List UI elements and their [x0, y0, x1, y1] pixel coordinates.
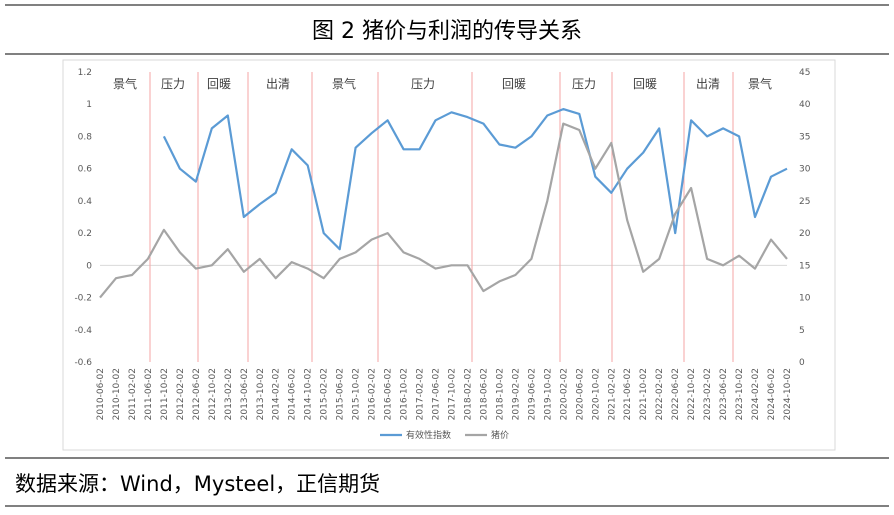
y2-tick-label: 35 [799, 132, 810, 142]
x-tick-label: 2014-06-02 [288, 368, 298, 420]
x-tick-label: 2019-02-02 [511, 368, 521, 420]
y2-tick-label: 5 [799, 326, 805, 336]
x-tick-label: 2023-10-02 [735, 368, 745, 420]
x-tick-label: 2024-10-02 [783, 368, 793, 420]
x-tick-label: 2011-06-02 [144, 368, 154, 420]
series-line [99, 122, 788, 299]
x-tick-label: 2012-02-02 [176, 368, 186, 420]
chart-border [62, 59, 836, 451]
region-label: 回暖 [502, 77, 526, 91]
x-tick-label: 2016-10-02 [400, 368, 410, 420]
x-tick-label: 2013-02-02 [224, 368, 234, 420]
y2-tick-label: 40 [799, 100, 811, 110]
legend-label: 有效性指数 [406, 429, 451, 441]
y-tick-label: -0.6 [74, 358, 92, 368]
y-tick-label: 0 [86, 261, 92, 271]
x-tick-label: 2016-06-02 [384, 368, 394, 420]
x-tick-label: 2015-10-02 [352, 368, 362, 420]
x-tick-label: 2014-10-02 [304, 368, 314, 420]
x-tick-label: 2022-06-02 [671, 368, 681, 420]
y2-tick-label: 25 [799, 197, 810, 207]
y2-tick-label: 45 [799, 68, 810, 78]
x-tick-label: 2019-10-02 [543, 368, 553, 420]
x-tick-label: 2019-06-02 [527, 368, 537, 420]
x-tick-label: 2012-06-02 [192, 368, 202, 420]
x-tick-label: 2018-02-02 [463, 368, 473, 420]
x-tick-label: 2020-10-02 [591, 368, 601, 420]
region-label: 压力 [411, 77, 435, 91]
region-label: 回暖 [207, 77, 231, 91]
x-tick-label: 2015-06-02 [336, 368, 346, 420]
y-tick-label: 0.8 [78, 132, 93, 142]
region-label: 景气 [113, 76, 137, 91]
y2-tick-label: 30 [799, 165, 811, 175]
y-tick-label: 0.6 [78, 165, 93, 175]
region-label: 压力 [161, 77, 185, 91]
region-label: 景气 [332, 76, 356, 91]
x-tick-label: 2017-10-02 [447, 368, 457, 420]
y2-tick-label: 15 [799, 261, 810, 271]
x-tick-label: 2021-02-02 [607, 368, 617, 420]
x-tick-label: 2017-06-02 [432, 368, 442, 420]
x-tick-label: 2013-10-02 [256, 368, 266, 420]
x-tick-label: 2021-10-02 [639, 368, 649, 420]
y-tick-label: -0.2 [74, 294, 92, 304]
x-tick-label: 2023-02-02 [703, 368, 713, 420]
title: 图 2 猪价与利润的传导关系 [312, 19, 582, 44]
x-tick-label: 2020-06-02 [575, 368, 585, 420]
x-tick-label: 2014-02-02 [272, 368, 282, 420]
x-tick-label: 2022-10-02 [687, 368, 697, 420]
x-tick-label: 2022-02-02 [655, 368, 665, 420]
x-tick-label: 2021-06-02 [623, 368, 633, 420]
x-tick-label: 2011-02-02 [128, 368, 138, 420]
y-tick-label: 1 [86, 100, 92, 110]
y2-tick-label: 10 [799, 294, 811, 304]
x-tick-label: 2013-06-02 [240, 368, 250, 420]
x-tick-label: 2024-06-02 [767, 368, 777, 420]
region-label: 回暖 [633, 77, 657, 91]
x-tick-label: 2015-02-02 [320, 368, 330, 420]
y-tick-label: 0.4 [78, 197, 93, 207]
y-tick-label: 0.2 [78, 229, 92, 239]
region-label: 出清 [696, 77, 720, 91]
x-tick-label: 2017-02-02 [416, 368, 426, 420]
x-tick-label: 2012-10-02 [208, 368, 218, 420]
y-tick-label: 1.2 [78, 68, 92, 78]
x-tick-label: 2023-06-02 [719, 368, 729, 420]
series-line [162, 108, 788, 251]
y2-tick-label: 20 [799, 229, 811, 239]
legend-label: 猪价 [491, 429, 509, 441]
region-label: 压力 [572, 77, 596, 91]
y-tick-label: -0.4 [74, 326, 92, 336]
x-tick-label: 2024-02-02 [751, 368, 761, 420]
x-tick-label: 2020-02-02 [559, 368, 569, 420]
x-tick-label: 2011-10-02 [160, 368, 170, 420]
region-label: 出清 [266, 77, 290, 91]
region-label: 景气 [748, 76, 772, 91]
x-tick-label: 2016-02-02 [368, 368, 378, 420]
source: 数据来源：Wind，Mysteel，正信期货 [15, 472, 380, 496]
x-tick-label: 2018-10-02 [495, 368, 505, 420]
y2-tick-label: 0 [799, 358, 805, 368]
x-tick-label: 2018-06-02 [479, 368, 489, 420]
x-tick-label: 2010-10-02 [112, 368, 122, 420]
x-tick-label: 2010-06-02 [96, 368, 106, 420]
